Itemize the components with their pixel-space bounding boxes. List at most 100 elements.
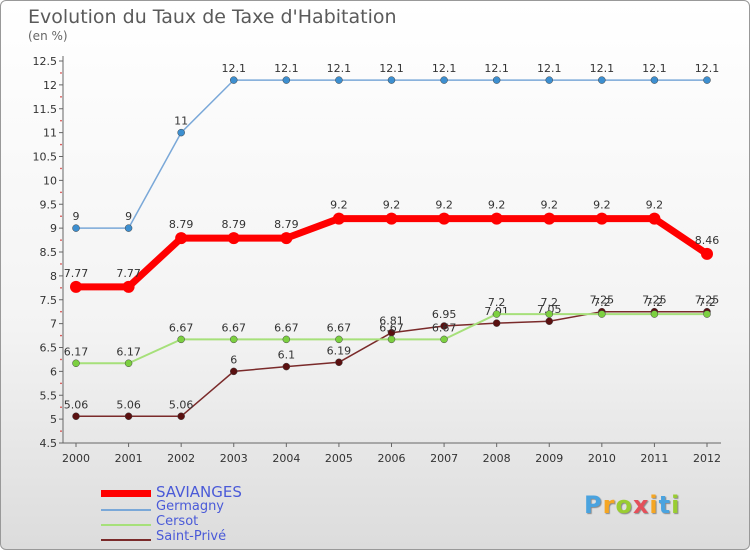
data-point	[545, 317, 553, 325]
data-label: 12.1	[537, 62, 562, 75]
y-tick-label: 5	[50, 413, 57, 426]
data-label: 7.25	[695, 294, 720, 307]
series-germagny: 9 9 11 12.1 12.1 12.1 12.1 12.1 12.1 12.1 12.1 12.1…	[72, 62, 719, 232]
data-label: 8.79	[274, 218, 299, 231]
y-tick-label: 6	[50, 365, 57, 378]
data-point	[332, 212, 345, 225]
data-label: 9.2	[541, 199, 559, 212]
data-point	[385, 212, 398, 225]
legend-label: SAVIANGES	[156, 483, 242, 501]
x-tick-label: 2006	[378, 452, 406, 465]
y-minor-tick	[60, 96, 62, 98]
x-tick-label: 2003	[220, 452, 248, 465]
data-point	[440, 335, 448, 344]
data-label: 6.81	[379, 315, 404, 328]
data-point	[124, 224, 133, 232]
data-label: 9.2	[488, 199, 506, 212]
y-tick-label: 8.5	[40, 246, 58, 259]
data-label: 6.67	[169, 321, 194, 334]
series-cersot: 6.17 6.176.67 6.67 6.67 6.67 6.67 6.677.2 7.2 7.…	[64, 296, 716, 368]
y-minor-tick	[60, 430, 62, 432]
data-label: 8.79	[169, 218, 194, 231]
data-point	[230, 335, 238, 344]
data-point	[335, 358, 343, 367]
x-tick-label: 2007	[430, 452, 458, 465]
data-label: 7.2	[646, 296, 664, 309]
data-label: 6.67	[432, 321, 457, 334]
y-minor-tick	[60, 287, 62, 289]
data-point	[230, 367, 238, 376]
data-label: 7.25	[642, 294, 667, 307]
data-point	[545, 76, 553, 84]
data-label: 7.2	[593, 296, 611, 309]
y-tick-label: 5.5	[40, 389, 58, 402]
data-point	[701, 247, 713, 260]
data-label: 6.17	[64, 345, 89, 358]
data-label: 6.67	[379, 321, 404, 334]
x-tick-label: 2009	[535, 452, 563, 465]
data-label: 7.77	[64, 267, 89, 280]
data-label: 12.1	[642, 62, 667, 75]
data-point	[230, 76, 238, 84]
y-tick-label: 9	[50, 222, 57, 235]
data-point	[650, 310, 659, 318]
y-minor-tick	[60, 406, 62, 408]
x-tick-label: 2011	[640, 452, 668, 465]
data-point	[703, 76, 711, 84]
data-label: 7.77	[116, 267, 141, 280]
x-tick-label: 2008	[483, 452, 511, 465]
data-point	[545, 310, 553, 318]
proxiti-logo: Proxiti	[584, 491, 681, 519]
data-label: 7.2	[698, 296, 716, 309]
data-label: 6.19	[327, 344, 352, 357]
data-point	[282, 335, 291, 344]
y-minor-tick	[60, 263, 62, 265]
y-minor-tick	[60, 358, 62, 361]
data-label: 11	[174, 115, 188, 128]
data-point	[280, 232, 293, 245]
data-point	[282, 362, 291, 371]
data-point	[177, 128, 185, 137]
data-point	[543, 212, 556, 225]
data-point	[72, 224, 80, 232]
data-label: 12.1	[432, 62, 457, 75]
data-label: 9.2	[330, 199, 348, 212]
legend-swatch	[101, 539, 151, 541]
legend-swatch	[101, 524, 151, 526]
y-minor-tick	[60, 143, 62, 146]
y-minor-tick	[60, 119, 62, 122]
data-point	[124, 412, 133, 421]
data-point	[124, 359, 133, 368]
data-label: 8.46	[695, 234, 720, 247]
data-label: 9.2	[646, 199, 664, 212]
chart-title: Evolution du Taux de Taxe d'Habitation	[28, 6, 397, 28]
data-point	[177, 335, 185, 344]
data-point	[122, 280, 135, 293]
y-tick-label: 12.5	[33, 55, 58, 68]
data-point	[492, 319, 501, 327]
data-label: 12.1	[379, 62, 404, 75]
chart-unit-label: (en %)	[28, 29, 68, 43]
legend-swatch	[101, 490, 151, 497]
legend-label: Cersot	[156, 514, 199, 529]
data-label: 6	[230, 353, 237, 366]
y-tick-label: 6.5	[40, 342, 58, 355]
x-tick-label: 2004	[272, 452, 300, 465]
data-point	[595, 212, 608, 225]
y-minor-tick	[60, 334, 62, 337]
data-point	[598, 310, 606, 318]
data-point	[438, 212, 451, 225]
data-label: 5.06	[169, 398, 194, 411]
data-point	[70, 280, 82, 293]
data-label: 6.95	[432, 308, 457, 321]
data-point	[72, 412, 80, 421]
data-label: 12.1	[484, 62, 509, 75]
data-point	[440, 76, 448, 84]
data-point	[492, 310, 501, 318]
x-tick-label: 2001	[115, 452, 143, 465]
data-point	[282, 76, 291, 84]
y-tick-label: 9.5	[40, 198, 58, 211]
data-point	[598, 76, 606, 84]
x-tick-label: 2010	[588, 452, 616, 465]
y-tick-label: 11.5	[33, 103, 58, 116]
